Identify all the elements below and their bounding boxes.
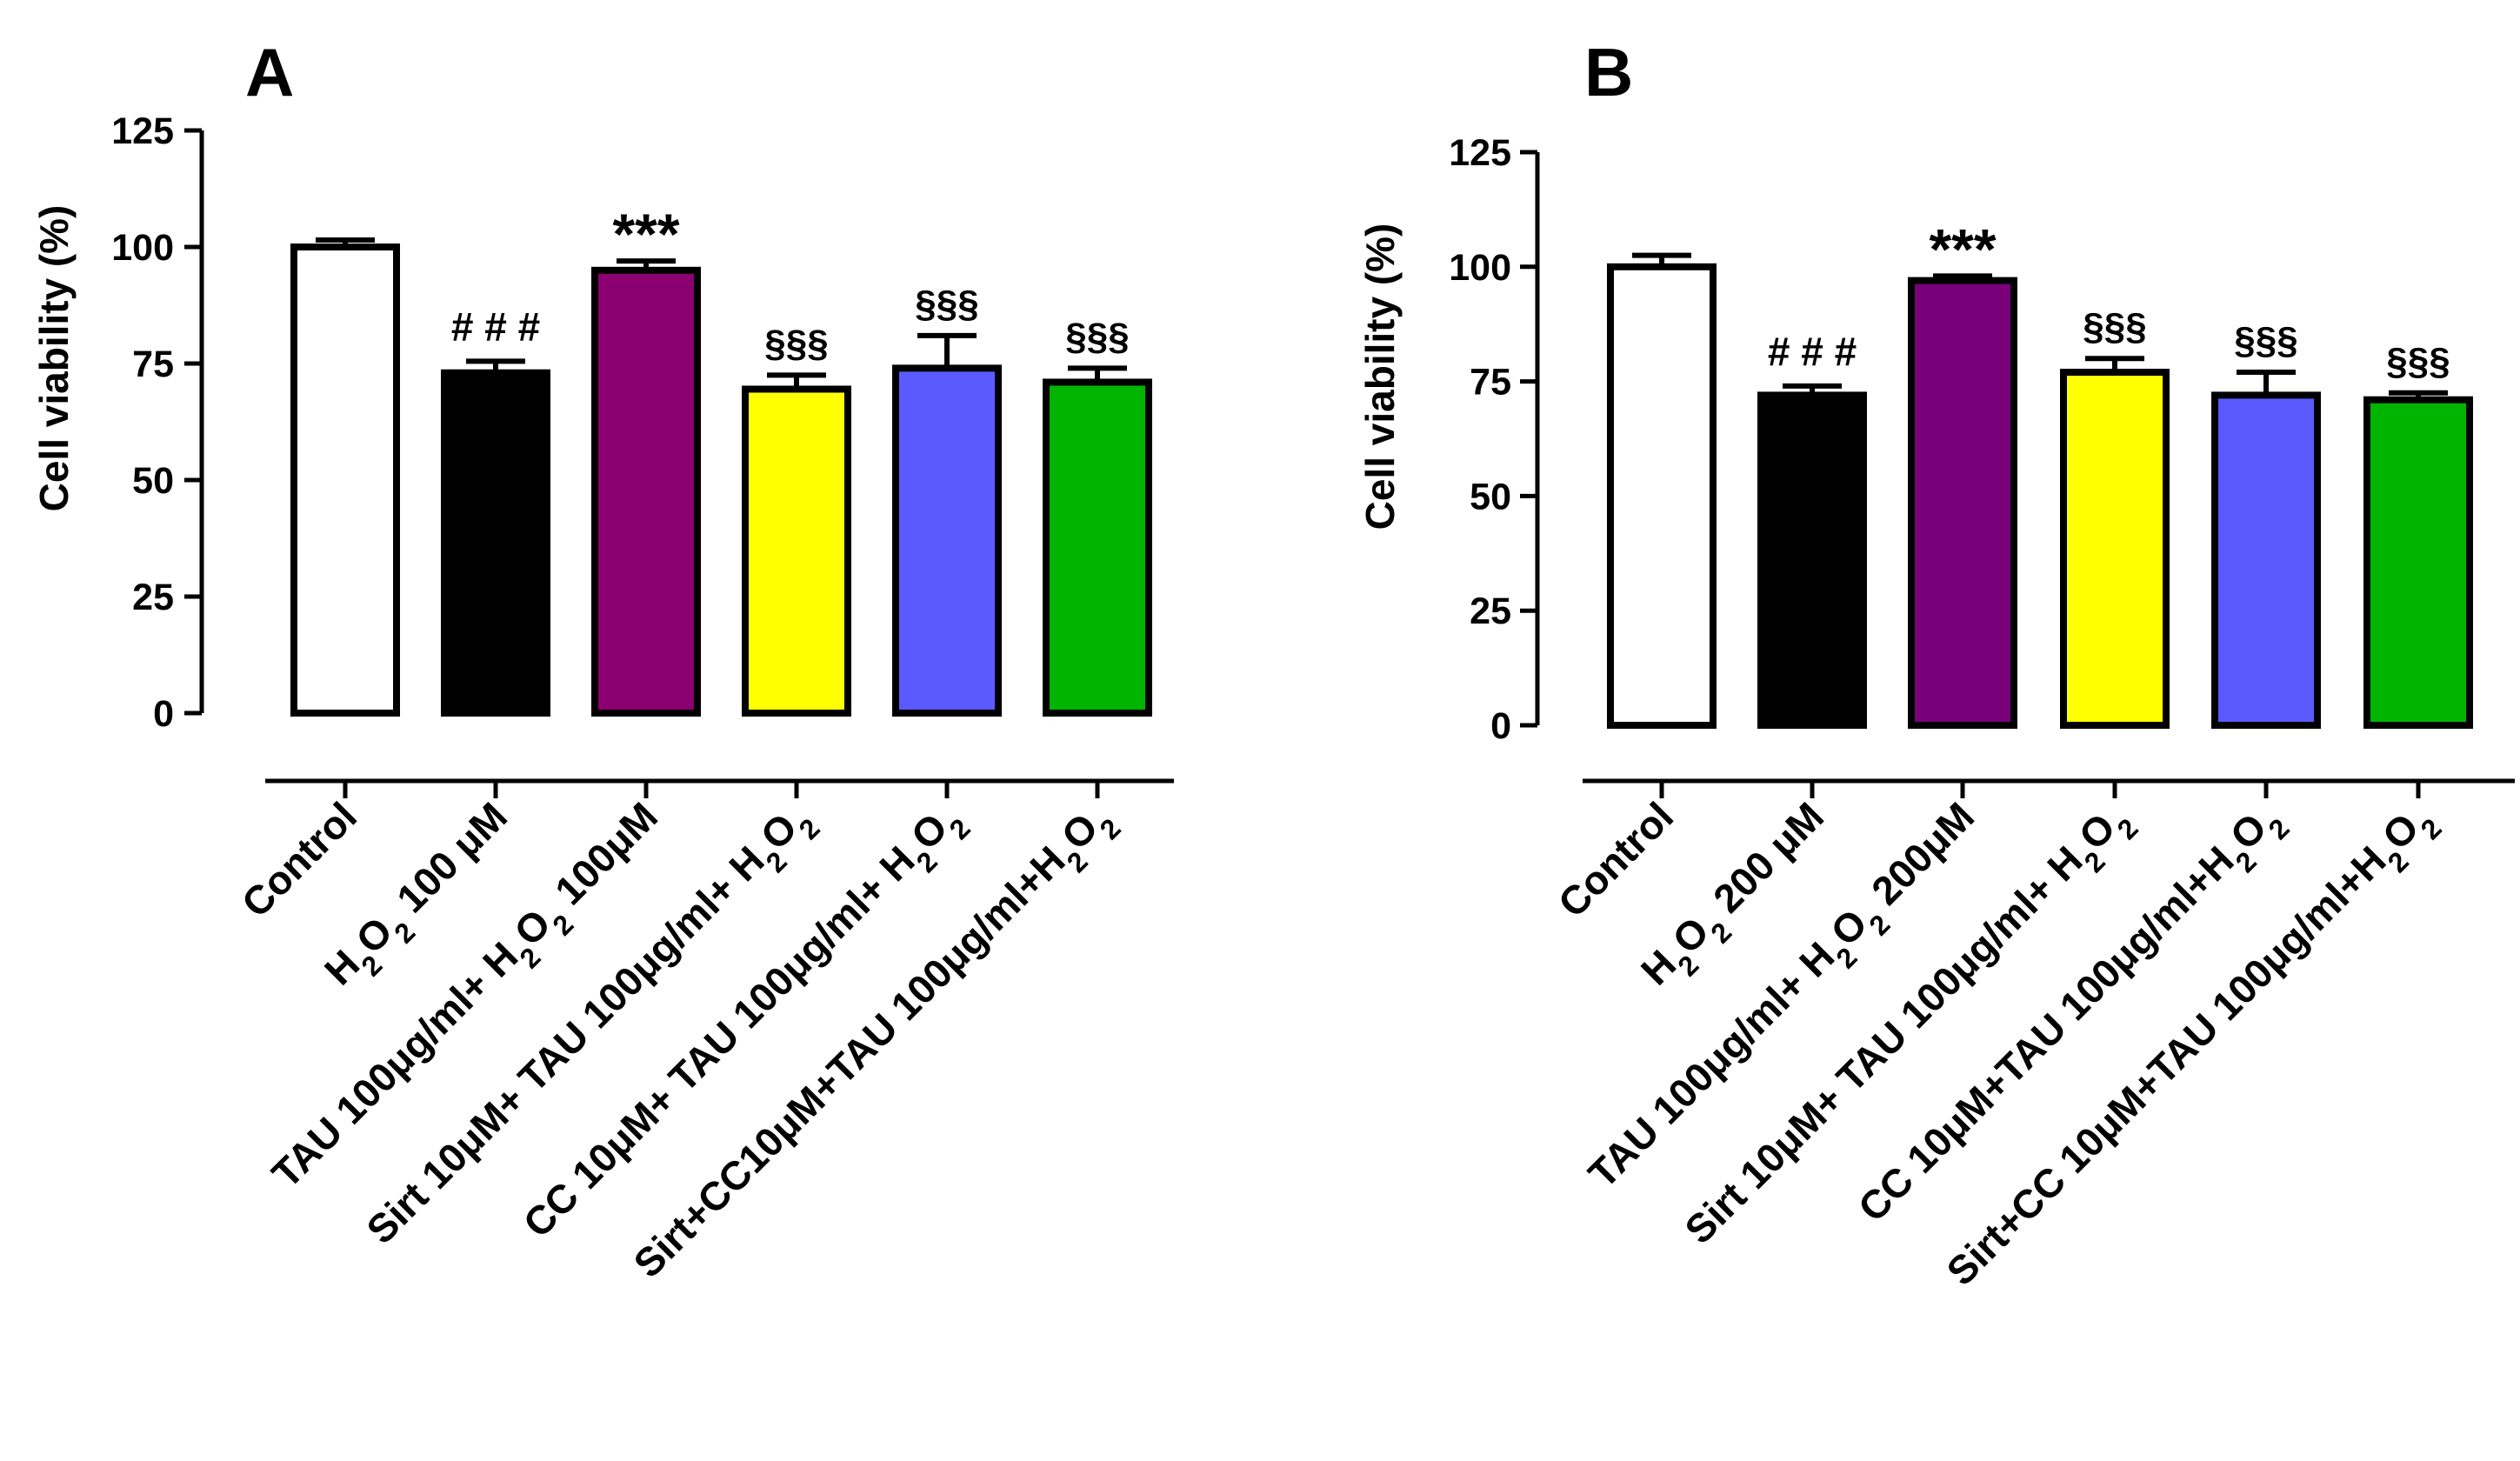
significance-label: §§§ <box>2234 319 2297 362</box>
y-tick-label: 100 <box>1449 247 1511 289</box>
bar <box>1607 263 1717 729</box>
y-tick-label: 0 <box>153 693 174 735</box>
y-tick-label: 25 <box>132 577 174 618</box>
y-axis-label: Cell viability (%) <box>1357 223 1403 530</box>
significance-label: §§§ <box>2083 305 2146 348</box>
y-tick-label: 125 <box>1449 132 1511 174</box>
panel-b: B Cell viability (%) 0 25 50 75 100 125 Contro… <box>1357 34 2515 1294</box>
significance-label: *** <box>612 202 679 266</box>
y-tick-label: 50 <box>1470 476 1511 517</box>
x-tick-label: Control <box>233 793 365 925</box>
panel-letter: B <box>1584 34 1633 110</box>
significance-label: # # # <box>451 304 540 349</box>
bar <box>2363 396 2473 729</box>
significance-label: # # # <box>1768 329 1857 374</box>
y-tick-label: 75 <box>132 344 174 385</box>
bar <box>742 385 851 717</box>
bar <box>2211 391 2321 729</box>
bar <box>1043 378 1152 717</box>
y-tick-label: 25 <box>1470 590 1511 632</box>
bar <box>441 369 550 717</box>
x-tick-label: Control <box>1550 793 1682 925</box>
significance-label: *** <box>1929 217 1996 281</box>
panel-letter: A <box>245 34 294 110</box>
y-tick-label: 0 <box>1490 705 1511 747</box>
y-axis-label: Cell viability (%) <box>31 205 77 512</box>
bar <box>290 244 400 717</box>
y-tick-label: 50 <box>132 460 174 502</box>
bar <box>591 266 701 717</box>
bar <box>892 364 1002 717</box>
significance-label: §§§ <box>915 283 978 325</box>
panel-a: A Cell viability (%) 0 25 50 75 100 125 Contro… <box>31 34 1174 1286</box>
y-tick-label: 125 <box>111 110 174 152</box>
significance-label: §§§ <box>764 322 828 364</box>
significance-label: §§§ <box>2386 340 2450 383</box>
significance-label: §§§ <box>1065 315 1129 357</box>
y-tick-label: 100 <box>111 227 174 269</box>
y-tick-label: 75 <box>1470 362 1511 404</box>
bar <box>2060 369 2170 729</box>
bar <box>1757 391 1867 729</box>
bar <box>1908 277 2017 729</box>
